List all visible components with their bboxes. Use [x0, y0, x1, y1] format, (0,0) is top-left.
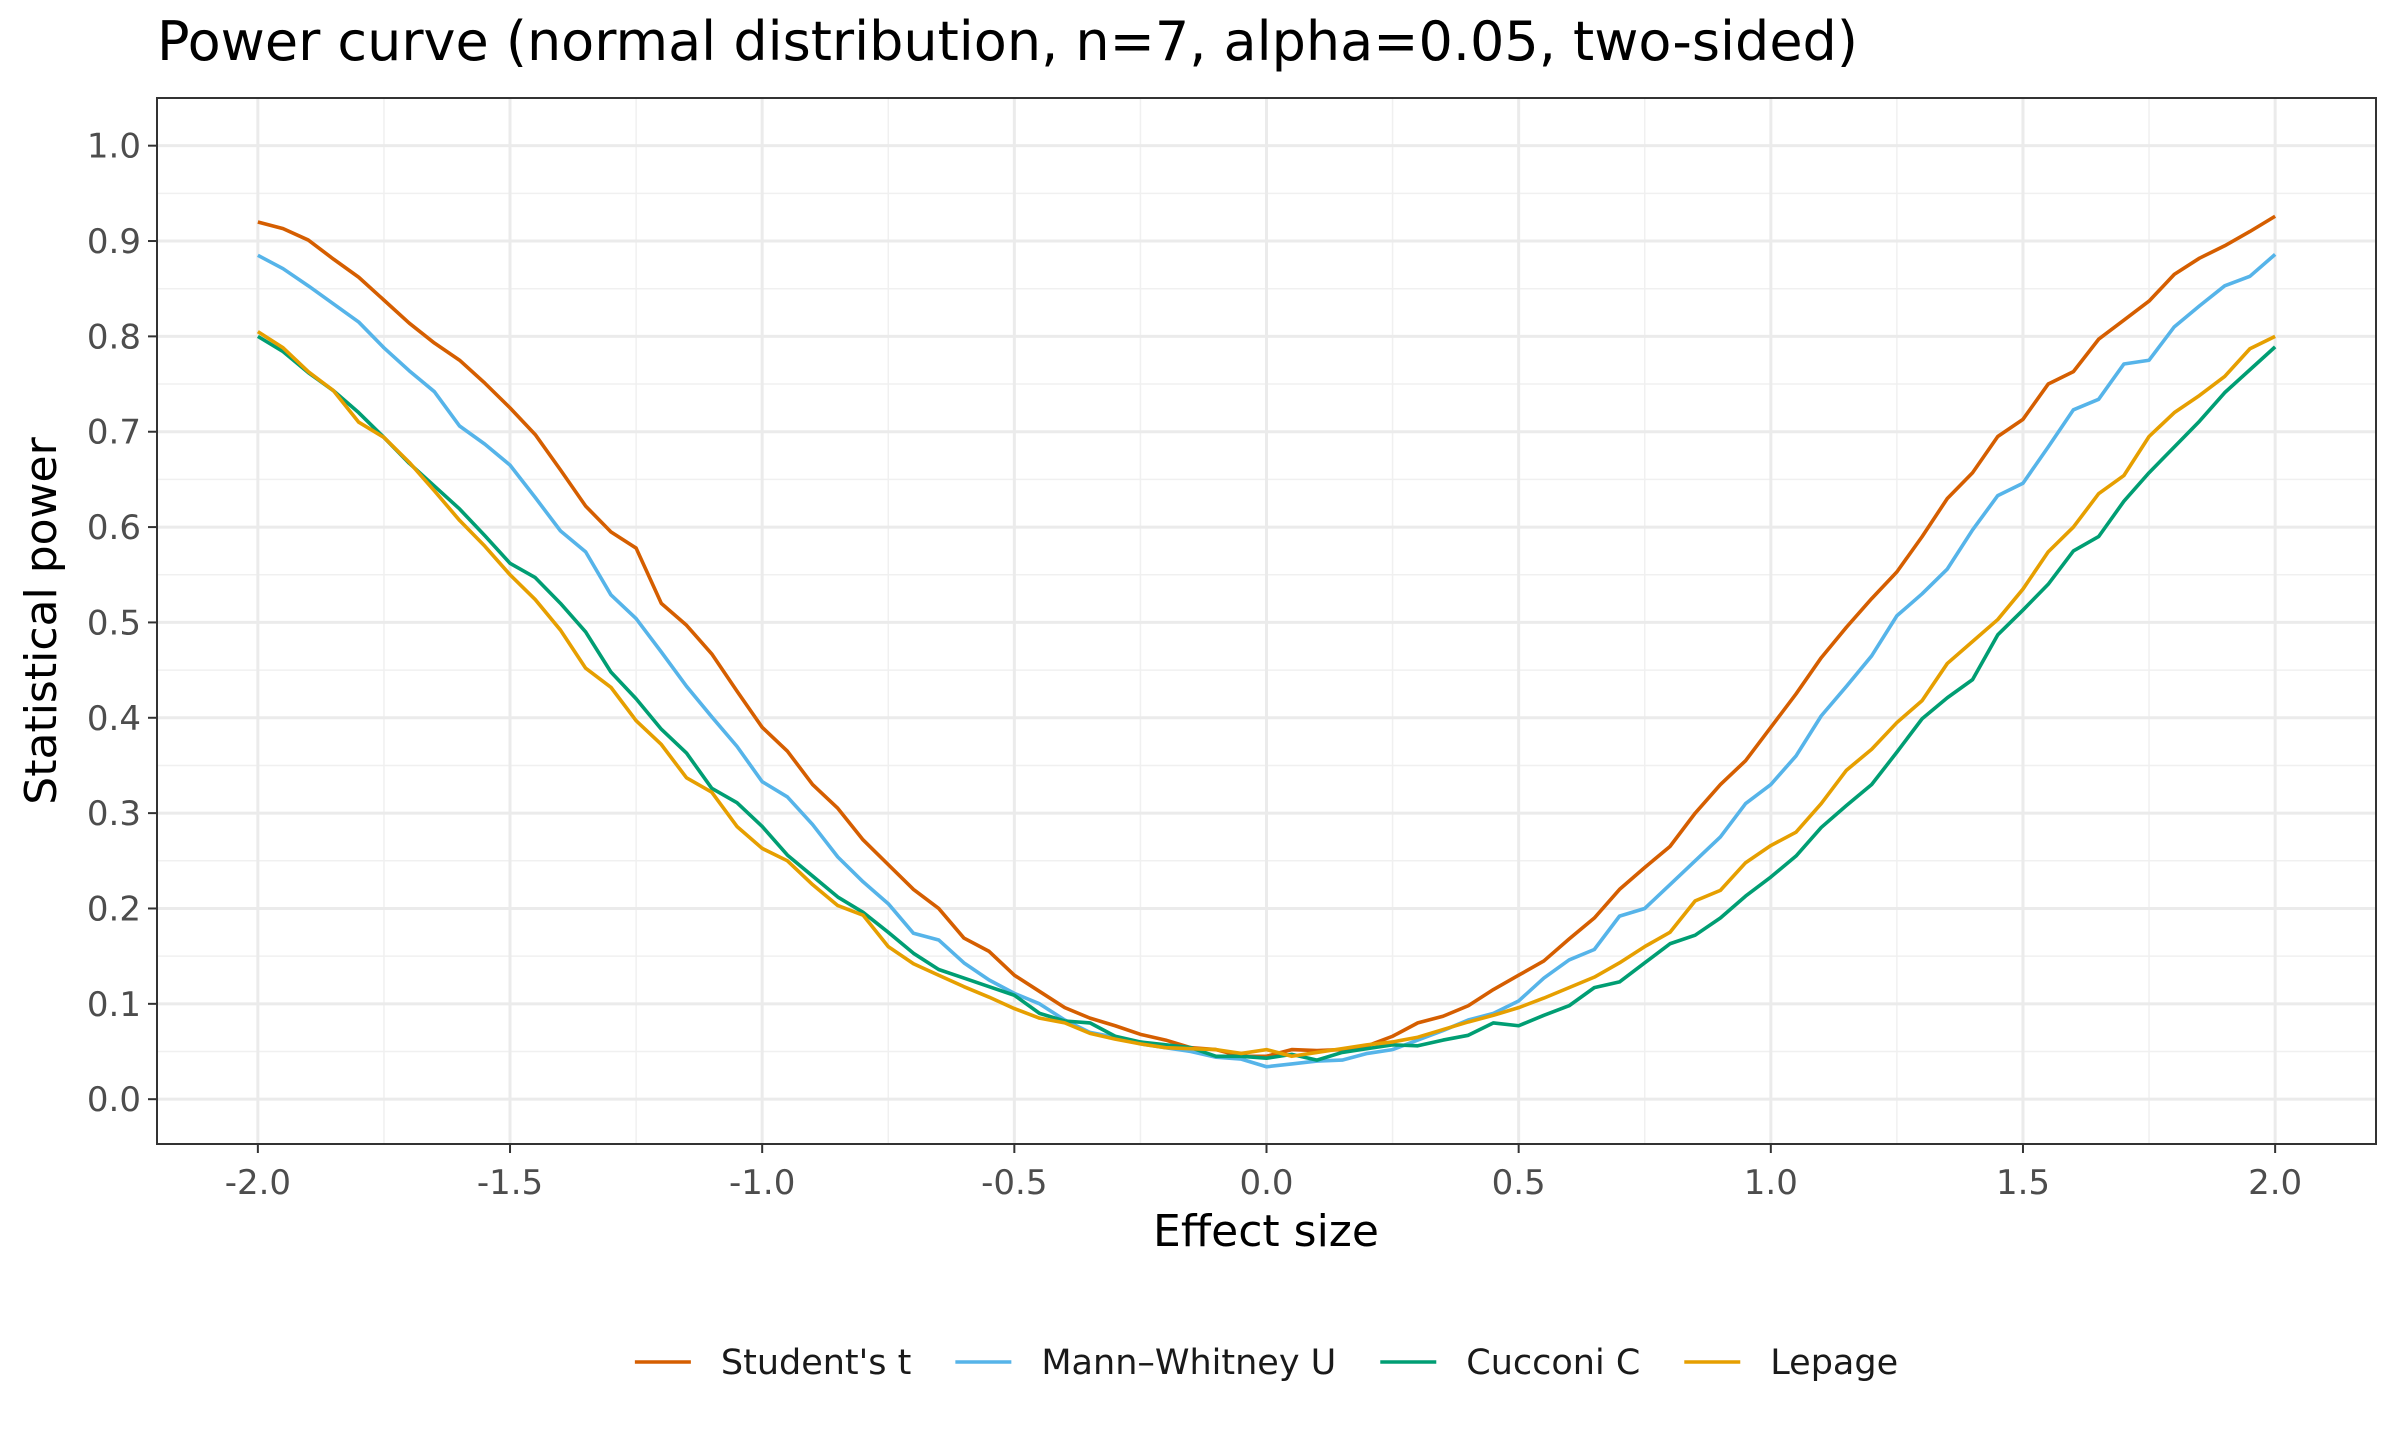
legend-label: Cucconi C [1466, 1343, 1640, 1383]
y-axis-title: Statistical power [16, 436, 67, 804]
y-tick-label: 0.3 [87, 794, 141, 834]
y-axis: 0.0 0.1 0.2 0.3 0.4 0.5 0.6 0.7 0.8 0.9 1.0 [87, 127, 157, 1120]
series-line-0 [257, 214, 2277, 1059]
series-line-1 [257, 253, 2277, 1069]
y-tick-label: 0.7 [87, 413, 141, 453]
chart-title: Power curve (normal distribution, n=7, a… [157, 10, 1858, 73]
legend-label: Mann–Whitney U [1041, 1343, 1336, 1383]
x-tick-label: -1.0 [729, 1163, 795, 1203]
legend-item-3: Lepage [1684, 1343, 1898, 1383]
y-tick-label: 0.2 [87, 889, 141, 929]
x-axis-title: Effect size [1153, 1206, 1379, 1257]
legend-label: Student's t [721, 1343, 911, 1383]
series-line-3 [256, 330, 2276, 1059]
y-tick-label: 0.1 [87, 985, 141, 1025]
x-tick-label: -2.0 [225, 1163, 291, 1203]
legend: Student's t Mann–Whitney U Cucconi C Lepage [634, 1343, 1898, 1383]
x-tick-label: 0.5 [1492, 1163, 1546, 1203]
x-tick-label: -1.5 [477, 1163, 543, 1203]
series-line-2 [256, 334, 2277, 1062]
y-tick-label: 0.8 [87, 317, 141, 357]
y-tick-label: 0.5 [87, 603, 141, 643]
x-tick-label: 2.0 [2248, 1163, 2302, 1203]
x-tick-label: 0.0 [1239, 1163, 1293, 1203]
x-tick-label: 1.5 [1996, 1163, 2050, 1203]
y-tick-label: 0.0 [87, 1080, 141, 1120]
legend-item-1: Mann–Whitney U [955, 1343, 1336, 1383]
y-tick-label: 0.9 [87, 222, 141, 262]
x-axis: -2.0 -1.5 -1.0 -0.5 0.0 0.5 1.0 1.5 2.0 [225, 1144, 2302, 1203]
x-tick-label: 1.0 [1744, 1163, 1798, 1203]
x-tick-label: -0.5 [981, 1163, 1047, 1203]
y-tick-label: 0.4 [87, 699, 141, 739]
series-lines [256, 214, 2277, 1069]
legend-label: Lepage [1770, 1343, 1898, 1383]
legend-item-0: Student's t [634, 1343, 911, 1383]
y-tick-label: 0.6 [87, 508, 141, 548]
y-tick-label: 1.0 [87, 127, 141, 167]
legend-item-2: Cucconi C [1380, 1343, 1640, 1383]
